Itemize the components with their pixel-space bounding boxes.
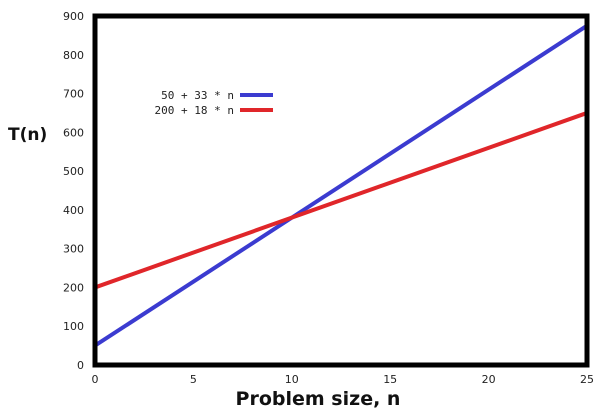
x-tick-label: 25 xyxy=(580,373,594,386)
series-lines xyxy=(93,24,589,348)
y-tick-label: 500 xyxy=(63,165,84,178)
legend-label: 200 + 18 * n xyxy=(155,104,234,117)
legend: 50 + 33 * n 200 + 18 * n xyxy=(155,89,273,117)
y-axis-ticks: 0 100 200 300 400 500 600 700 800 900 xyxy=(63,10,84,372)
series-line-1 xyxy=(93,24,589,348)
plot-frame xyxy=(92,13,590,368)
y-tick-label: 700 xyxy=(63,88,84,101)
x-axis-title: Problem size, n xyxy=(236,388,401,410)
y-tick-label: 600 xyxy=(63,126,84,139)
x-tick-label: 15 xyxy=(383,373,397,386)
x-axis-ticks: 0 5 10 15 20 25 xyxy=(92,373,595,386)
x-tick-label: 10 xyxy=(285,373,299,386)
y-tick-label: 900 xyxy=(63,10,84,23)
y-axis-title: T(n) xyxy=(8,125,47,145)
y-tick-label: 200 xyxy=(63,281,84,294)
y-tick-label: 400 xyxy=(63,204,84,217)
x-tick-label: 0 xyxy=(92,373,99,386)
y-tick-label: 0 xyxy=(77,359,84,372)
series-line-2 xyxy=(94,111,588,290)
x-tick-label: 5 xyxy=(190,373,197,386)
y-tick-label: 300 xyxy=(63,243,84,256)
x-tick-label: 20 xyxy=(482,373,496,386)
legend-label: 50 + 33 * n xyxy=(161,89,234,102)
y-tick-label: 800 xyxy=(63,49,84,62)
y-tick-label: 100 xyxy=(63,320,84,333)
